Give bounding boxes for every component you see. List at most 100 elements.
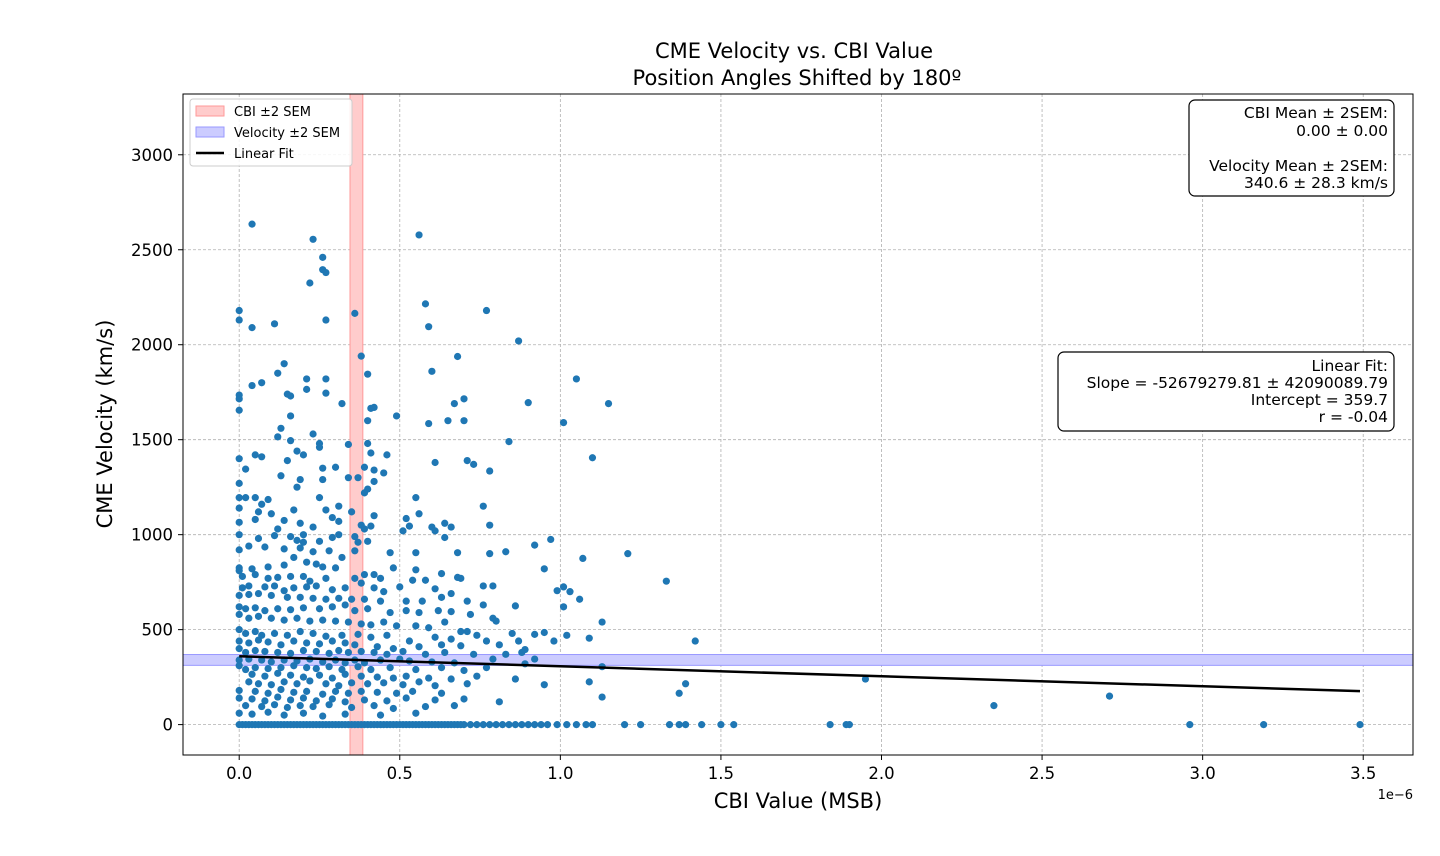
data-point xyxy=(293,680,301,688)
legend-swatch-velocity-band xyxy=(195,126,225,138)
data-point xyxy=(251,515,259,524)
data-point xyxy=(990,702,998,710)
data-point xyxy=(412,622,420,630)
data-point xyxy=(335,646,343,655)
data-point xyxy=(280,360,288,368)
data-point xyxy=(364,417,372,425)
data-point xyxy=(258,500,266,508)
data-point xyxy=(425,624,433,632)
data-point xyxy=(383,451,391,459)
data-point xyxy=(392,689,401,697)
data-point xyxy=(290,662,298,670)
x-tick-label: 1.0 xyxy=(547,764,573,783)
data-point xyxy=(486,521,494,529)
data-point xyxy=(518,648,526,657)
data-point xyxy=(389,564,397,572)
data-point xyxy=(489,582,497,590)
data-point xyxy=(235,406,243,414)
data-point xyxy=(389,704,397,713)
data-point xyxy=(354,538,362,546)
data-point xyxy=(370,648,378,657)
data-point xyxy=(286,437,295,445)
data-point xyxy=(441,618,449,626)
data-point xyxy=(322,506,330,514)
data-point xyxy=(315,494,324,502)
data-point xyxy=(402,694,410,702)
data-point xyxy=(248,381,256,390)
data-point xyxy=(322,268,330,277)
data-point xyxy=(405,637,414,645)
data-point xyxy=(280,545,288,553)
data-point xyxy=(251,687,259,695)
data-point xyxy=(1105,692,1114,700)
data-point xyxy=(235,709,243,717)
data-point xyxy=(380,588,388,596)
data-point xyxy=(364,605,372,613)
data-point xyxy=(437,641,446,649)
data-point xyxy=(447,635,455,643)
data-point xyxy=(492,721,500,729)
data-point xyxy=(576,595,584,603)
data-point xyxy=(303,687,311,695)
data-point xyxy=(1186,721,1194,729)
fit-annotation-line-3: Intercept = 359.7 xyxy=(1251,391,1388,409)
data-point xyxy=(309,594,317,602)
data-point xyxy=(665,721,674,729)
data-point xyxy=(242,494,250,502)
data-point xyxy=(341,698,349,706)
data-point xyxy=(296,702,304,710)
data-point xyxy=(235,504,243,512)
data-point xyxy=(306,677,314,685)
data-point xyxy=(338,553,346,562)
data-point xyxy=(303,664,311,672)
mean-annotation-line-2: 0.00 ± 0.00 xyxy=(1296,122,1388,140)
data-point xyxy=(283,631,291,639)
data-point xyxy=(328,586,336,594)
data-point xyxy=(322,595,330,603)
data-point xyxy=(415,608,423,617)
data-point xyxy=(460,721,468,729)
data-point xyxy=(357,579,365,587)
data-point xyxy=(331,687,340,695)
data-point xyxy=(421,702,430,711)
data-point xyxy=(322,316,330,324)
data-point xyxy=(286,671,295,679)
data-point xyxy=(309,702,317,711)
data-point xyxy=(479,582,487,590)
data-point xyxy=(319,690,327,698)
data-point xyxy=(270,532,279,540)
data-point xyxy=(235,694,243,702)
data-point xyxy=(489,655,497,663)
data-point xyxy=(235,479,243,487)
data-point xyxy=(402,672,410,680)
mean-annotation-frame xyxy=(1188,99,1395,197)
data-point xyxy=(482,306,491,315)
data-point xyxy=(306,577,314,585)
data-point xyxy=(280,561,288,569)
data-point xyxy=(380,618,388,626)
data-point xyxy=(341,639,349,647)
data-point xyxy=(389,645,397,653)
data-point xyxy=(370,466,378,474)
data-point xyxy=(277,664,285,672)
data-point xyxy=(328,674,336,682)
data-point xyxy=(312,664,320,673)
data-point xyxy=(328,603,336,611)
y-tick-label: 2500 xyxy=(131,241,173,260)
data-point xyxy=(376,597,385,605)
data-point xyxy=(351,309,359,317)
data-point xyxy=(235,567,243,575)
data-point xyxy=(290,506,298,514)
data-point xyxy=(425,674,433,682)
data-point xyxy=(386,549,394,557)
data-point xyxy=(335,517,343,525)
data-point xyxy=(277,472,285,480)
data-point xyxy=(524,721,532,729)
data-point xyxy=(245,582,253,590)
data-point xyxy=(328,637,336,645)
data-point xyxy=(357,687,365,695)
data-point xyxy=(360,489,369,497)
data-point xyxy=(290,584,298,592)
data-point xyxy=(357,620,365,628)
